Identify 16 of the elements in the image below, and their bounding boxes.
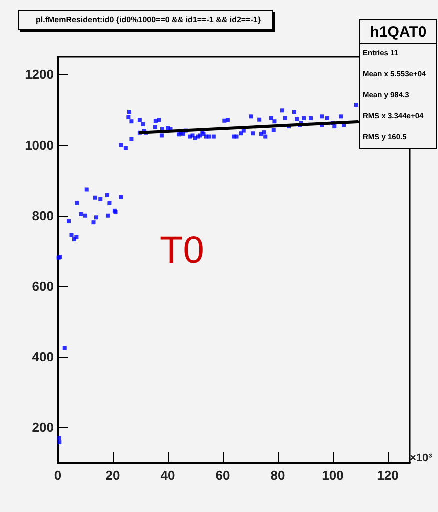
text: h1QAT0 <box>370 24 427 41</box>
chart-title: pl.fMemResident:id0 {id0%1000==0 && id1==-1 && id2==-1} <box>36 16 261 24</box>
y-tick-label: 1200 <box>25 67 54 82</box>
y-tick-label: 600 <box>32 278 54 294</box>
y-tick-label: 800 <box>32 208 54 224</box>
x-tick-label: 60 <box>216 468 230 483</box>
x-tick-label: 20 <box>106 468 120 483</box>
x-tick-label: 40 <box>160 468 176 483</box>
y-tick-label: 400 <box>32 350 54 365</box>
x-tick-label: 120 <box>377 468 399 483</box>
x-tick-label: 0 <box>54 468 62 483</box>
annotation: T0 <box>160 230 204 272</box>
x-tick-label: 100 <box>322 468 344 483</box>
x-tick-label: 80 <box>270 468 286 483</box>
y-tick-label: 1000 <box>25 138 54 153</box>
y-tick-label: 200 <box>32 420 54 436</box>
